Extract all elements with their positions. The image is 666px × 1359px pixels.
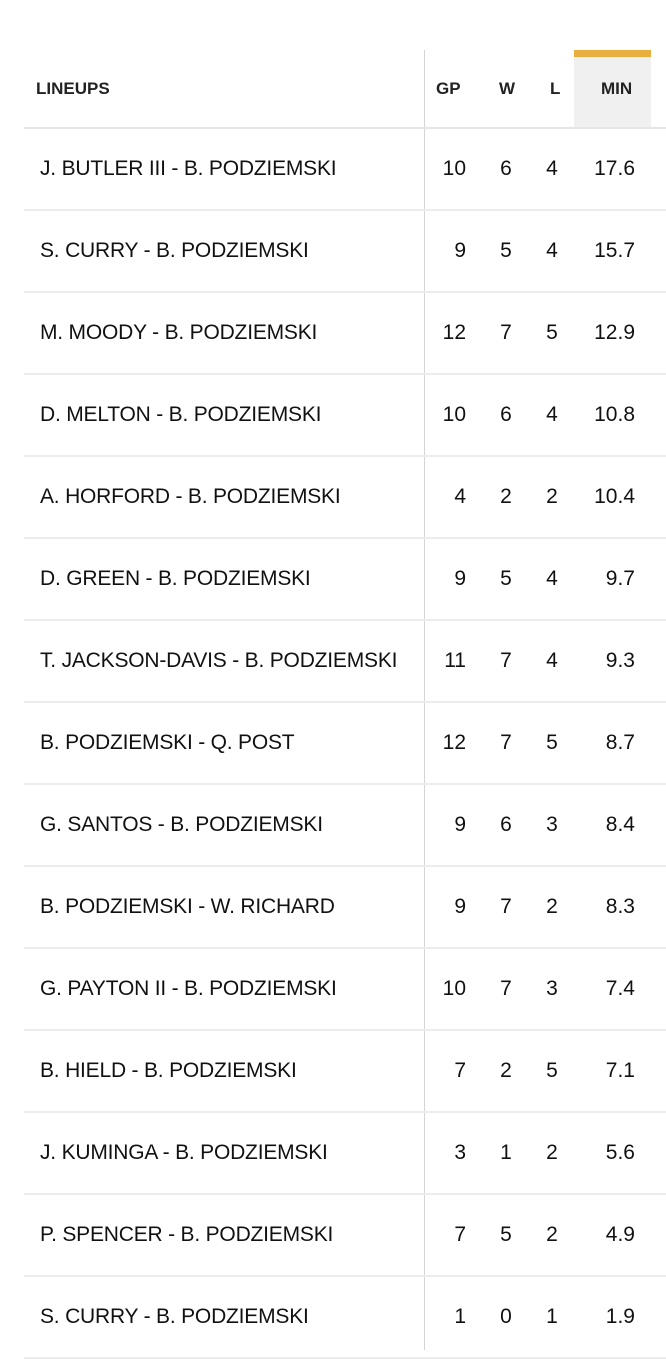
wins: 2 <box>500 485 512 508</box>
losses: 1 <box>546 1305 558 1328</box>
games-played: 9 <box>454 567 466 590</box>
wins: 6 <box>500 813 512 836</box>
minutes: 8.7 <box>605 731 635 754</box>
lineup-name: T. JACKSON-DAVIS - B. PODZIEMSKI <box>40 649 398 672</box>
losses: 4 <box>546 649 558 672</box>
games-played: 9 <box>454 239 466 262</box>
lineup-name: M. MOODY - B. PODZIEMSKI <box>40 321 318 344</box>
losses: 2 <box>546 1141 558 1164</box>
table-row: J. KUMINGA - B. PODZIEMSKI 3 1 2 5.6 <box>24 1113 666 1195</box>
table-row: P. SPENCER - B. PODZIEMSKI 7 5 2 4.9 <box>24 1195 666 1277</box>
header-lineups[interactable]: LINEUPS <box>36 79 110 98</box>
games-played: 11 <box>444 649 466 672</box>
table-row: D. GREEN - B. PODZIEMSKI 9 5 4 9.7 <box>24 539 666 621</box>
minutes: 12.9 <box>594 321 635 344</box>
losses: 5 <box>546 321 558 344</box>
minutes: 9.7 <box>605 567 635 590</box>
games-played: 1 <box>454 1305 466 1328</box>
header-gp[interactable]: GP <box>436 79 461 98</box>
losses: 5 <box>546 1059 558 1082</box>
table-row: S. CURRY - B. PODZIEMSKI 1 0 1 1.9 <box>24 1277 666 1359</box>
games-played: 10 <box>442 403 466 426</box>
table-row: G. PAYTON II - B. PODZIEMSKI 10 7 3 7.4 <box>24 949 666 1031</box>
games-played: 3 <box>454 1141 466 1164</box>
wins: 5 <box>500 567 512 590</box>
wins: 6 <box>500 403 512 426</box>
minutes: 8.4 <box>605 813 635 836</box>
lineup-name: S. CURRY - B. PODZIEMSKI <box>40 1305 309 1328</box>
table-row: S. CURRY - B. PODZIEMSKI 9 5 4 15.7 <box>24 211 666 293</box>
minutes: 5.6 <box>605 1141 635 1164</box>
wins: 7 <box>500 977 512 1000</box>
lineup-name: B. PODZIEMSKI - Q. POST <box>40 731 295 754</box>
wins: 7 <box>500 649 512 672</box>
games-played: 7 <box>454 1059 466 1082</box>
losses: 5 <box>546 731 558 754</box>
lineup-name: G. SANTOS - B. PODZIEMSKI <box>40 813 323 836</box>
losses: 2 <box>546 895 558 918</box>
lineup-name: P. SPENCER - B. PODZIEMSKI <box>40 1223 334 1246</box>
table-row: G. SANTOS - B. PODZIEMSKI 9 6 3 8.4 <box>24 785 666 867</box>
wins: 1 <box>500 1141 512 1164</box>
table-header: LINEUPS GP W L MIN <box>24 50 666 129</box>
minutes: 10.8 <box>594 403 635 426</box>
lineup-name: J. KUMINGA - B. PODZIEMSKI <box>40 1141 328 1164</box>
lineup-name: D. GREEN - B. PODZIEMSKI <box>40 567 311 590</box>
table-row: B. PODZIEMSKI - Q. POST 12 7 5 8.7 <box>24 703 666 785</box>
games-played: 9 <box>454 813 466 836</box>
table-row: B. PODZIEMSKI - W. RICHARD 9 7 2 8.3 <box>24 867 666 949</box>
minutes: 15.7 <box>594 239 635 262</box>
wins: 5 <box>500 1223 512 1246</box>
lineup-name: G. PAYTON II - B. PODZIEMSKI <box>40 977 337 1000</box>
minutes: 4.9 <box>605 1223 635 1246</box>
losses: 3 <box>546 977 558 1000</box>
table-row: M. MOODY - B. PODZIEMSKI 12 7 5 12.9 <box>24 293 666 375</box>
losses: 4 <box>546 567 558 590</box>
losses: 4 <box>546 403 558 426</box>
wins: 6 <box>500 157 512 180</box>
losses: 3 <box>546 813 558 836</box>
minutes: 17.6 <box>594 157 635 180</box>
minutes: 9.3 <box>605 649 635 672</box>
table-row: B. HIELD - B. PODZIEMSKI 7 2 5 7.1 <box>24 1031 666 1113</box>
table-row: A. HORFORD - B. PODZIEMSKI 4 2 2 10.4 <box>24 457 666 539</box>
minutes: 7.1 <box>605 1059 635 1082</box>
losses: 4 <box>546 239 558 262</box>
games-played: 12 <box>442 731 466 754</box>
games-played: 4 <box>454 485 466 508</box>
sorted-column-highlight <box>574 50 651 127</box>
lineup-name: D. MELTON - B. PODZIEMSKI <box>40 403 322 426</box>
minutes: 7.4 <box>605 977 635 1000</box>
lineup-name: J. BUTLER III - B. PODZIEMSKI <box>40 157 337 180</box>
wins: 0 <box>500 1305 512 1328</box>
losses: 2 <box>546 1223 558 1246</box>
games-played: 10 <box>442 157 466 180</box>
table-row: T. JACKSON-DAVIS - B. PODZIEMSKI 11 7 4 9.3 <box>24 621 666 703</box>
minutes: 10.4 <box>594 485 635 508</box>
lineup-name: B. PODZIEMSKI - W. RICHARD <box>40 895 335 918</box>
lineup-name: S. CURRY - B. PODZIEMSKI <box>40 239 309 262</box>
games-played: 10 <box>442 977 466 1000</box>
wins: 7 <box>500 731 512 754</box>
wins: 7 <box>500 895 512 918</box>
games-played: 7 <box>454 1223 466 1246</box>
header-l[interactable]: L <box>550 79 561 98</box>
header-min[interactable]: MIN <box>601 79 633 98</box>
games-played: 9 <box>454 895 466 918</box>
games-played: 12 <box>442 321 466 344</box>
lineups-table: LINEUPS GP W L MIN J. BUTLER III - B. PO… <box>24 50 666 1359</box>
losses: 2 <box>546 485 558 508</box>
column-divider <box>424 50 425 1350</box>
wins: 5 <box>500 239 512 262</box>
losses: 4 <box>546 157 558 180</box>
table-row: D. MELTON - B. PODZIEMSKI 10 6 4 10.8 <box>24 375 666 457</box>
minutes: 8.3 <box>605 895 635 918</box>
minutes: 1.9 <box>605 1305 635 1328</box>
lineup-name: B. HIELD - B. PODZIEMSKI <box>40 1059 297 1082</box>
lineup-name: A. HORFORD - B. PODZIEMSKI <box>40 485 341 508</box>
wins: 2 <box>500 1059 512 1082</box>
header-w[interactable]: W <box>499 79 516 98</box>
table-row: J. BUTLER III - B. PODZIEMSKI 10 6 4 17.6 <box>24 129 666 211</box>
wins: 7 <box>500 321 512 344</box>
